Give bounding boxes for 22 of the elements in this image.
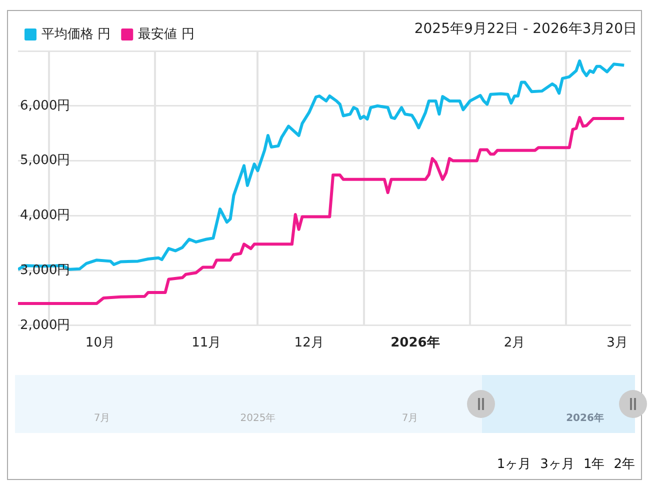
x-tick-label: 3月	[606, 336, 628, 351]
text: 7月	[402, 412, 418, 425]
y-tick-label: 4,000円	[20, 208, 70, 224]
x-tick-label: 12月	[294, 336, 324, 351]
text: 2026年	[566, 412, 604, 425]
chart-subtitle: 2025年9月22日 - 2026年3月20日	[414, 20, 637, 38]
text: 1年	[583, 456, 605, 473]
x-tick-label: 2026年	[390, 336, 440, 351]
x-tick-label: 11月	[192, 336, 222, 351]
legend-label: 平均価格 円	[42, 26, 111, 42]
y-tick-label: 3,000円	[20, 262, 70, 278]
text: 7月	[94, 412, 110, 425]
x-tick-label: 10月	[85, 336, 115, 351]
legend-label: 最安値 円	[138, 26, 194, 42]
text: 1ヶ月	[496, 456, 532, 473]
y-tick-label: 6,000円	[20, 98, 70, 114]
x-tick-label: 2月	[504, 336, 526, 351]
text: 2年	[614, 456, 635, 473]
y-tick-label: 5,000円	[20, 153, 70, 168]
text: 2025年	[240, 412, 276, 425]
text: 3ヶ月	[540, 456, 574, 473]
y-tick-label: 2,000円	[20, 318, 70, 333]
